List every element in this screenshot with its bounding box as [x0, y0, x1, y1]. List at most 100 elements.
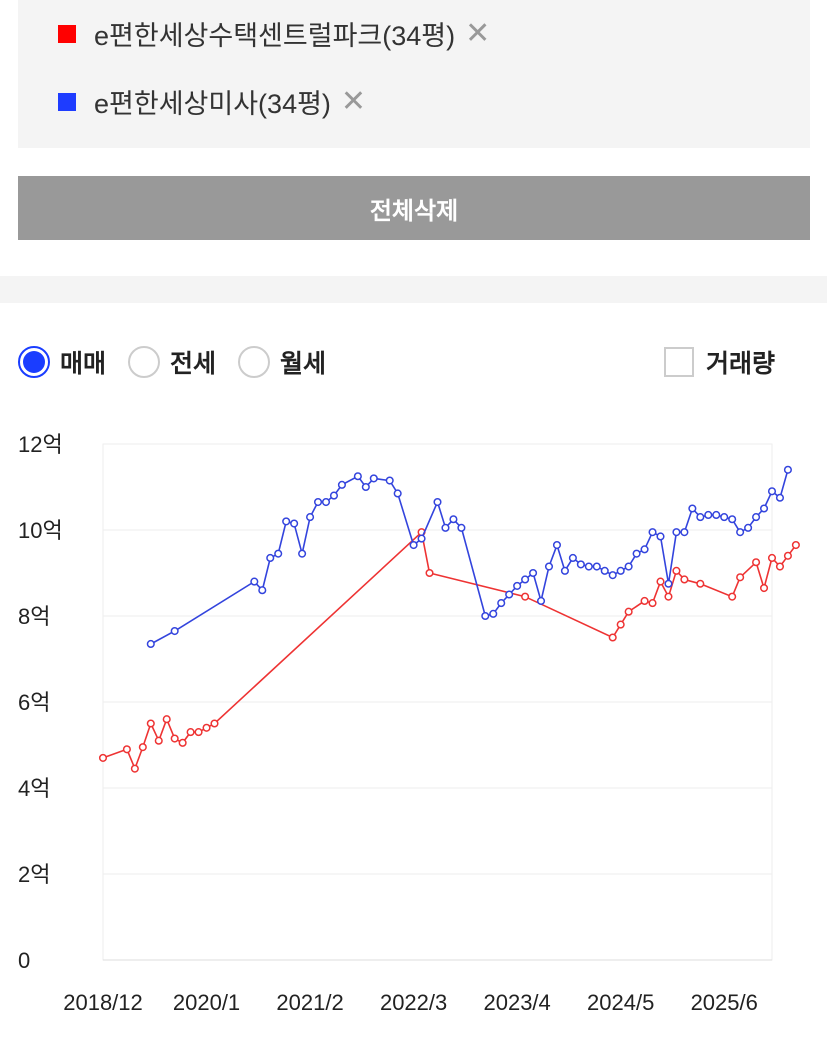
- data-point-2: [481, 611, 490, 621]
- data-point-2: [353, 472, 362, 481]
- data-point-2: [592, 562, 601, 571]
- data-point-2: [560, 566, 569, 575]
- data-point-2: [385, 476, 394, 485]
- series-line-2: [150, 469, 789, 645]
- data-point-1: [210, 719, 219, 728]
- data-point-2: [552, 541, 562, 550]
- x-tick-label: 2021/2: [276, 990, 343, 1015]
- data-point-1: [672, 566, 681, 575]
- data-point-1: [783, 551, 792, 560]
- data-point-2: [457, 523, 466, 532]
- x-tick-label: 2018/12: [63, 990, 143, 1015]
- radio-sale-label[interactable]: 매매: [60, 350, 107, 378]
- data-point-1: [608, 633, 617, 642]
- data-point-1: [98, 753, 108, 762]
- data-point-2: [736, 528, 745, 537]
- volume-checkbox[interactable]: [664, 347, 694, 377]
- data-point-2: [489, 609, 498, 618]
- data-point-1: [752, 558, 761, 567]
- data-point-2: [648, 528, 657, 537]
- data-point-1: [186, 728, 195, 737]
- y-tick-label: 6억: [18, 690, 50, 715]
- data-point-2: [608, 571, 617, 580]
- data-point-1: [696, 579, 705, 588]
- data-point-1: [170, 734, 179, 743]
- y-tick-label: 10억: [18, 518, 63, 543]
- y-tick-label: 12억: [18, 432, 63, 457]
- radio-jeonse-label[interactable]: 전세: [170, 350, 217, 378]
- data-point-2: [712, 510, 721, 519]
- data-point-2: [274, 549, 283, 558]
- data-point-2: [680, 528, 689, 537]
- price-chart: 0 2억 4억 6억 8억 10억 12억 2018/12 2020/1 2021/2 2022/3…: [18, 432, 800, 1015]
- data-point-2: [576, 560, 585, 569]
- data-point-2: [616, 566, 625, 575]
- data-point-2: [767, 487, 777, 496]
- data-point-2: [250, 577, 259, 586]
- data-point-2: [290, 519, 299, 528]
- selected-complex-panel: e편한세상수택센트럴파크(34평) ✕ e편한세상미사(34평) ✕: [18, 0, 810, 148]
- data-point-1: [138, 743, 147, 752]
- data-point-2: [584, 562, 593, 571]
- y-tick-label: 8억: [18, 604, 50, 629]
- data-point-1: [648, 599, 657, 608]
- data-point-1: [759, 584, 769, 593]
- data-point-1: [624, 607, 633, 616]
- data-point-2: [361, 482, 370, 492]
- data-point-2: [433, 498, 442, 507]
- data-point-1: [728, 592, 737, 601]
- data-point-2: [752, 513, 761, 522]
- data-point-2: [282, 517, 291, 526]
- legend-item-2: e편한세상미사(34평) ✕: [58, 82, 366, 121]
- legend-label-2: e편한세상미사(34평): [94, 89, 331, 119]
- data-point-2: [744, 523, 753, 532]
- data-point-2: [393, 489, 402, 498]
- radio-jeonse[interactable]: [128, 346, 161, 378]
- radio-sale[interactable]: [18, 346, 50, 378]
- data-point-1: [664, 592, 673, 601]
- data-point-1: [767, 553, 777, 562]
- data-point-2: [329, 491, 339, 500]
- data-point-2: [337, 480, 346, 489]
- data-point-2: [369, 474, 378, 483]
- data-point-2: [775, 493, 785, 502]
- close-icon[interactable]: ✕: [465, 16, 491, 50]
- data-point-2: [170, 627, 179, 636]
- data-point-2: [441, 523, 450, 532]
- legend-swatch-1: [58, 24, 76, 43]
- x-tick-label: 2025/6: [691, 990, 758, 1015]
- legend-label-1: e편한세상수택센트럴파크(34평): [94, 21, 456, 51]
- data-point-1: [146, 719, 155, 728]
- series-line-1: [102, 530, 797, 771]
- data-point-2: [449, 515, 458, 524]
- radio-monthly[interactable]: [238, 346, 271, 378]
- data-point-2: [696, 513, 705, 522]
- data-point-2: [417, 534, 426, 543]
- data-point-2: [544, 562, 554, 571]
- data-point-2: [704, 510, 713, 519]
- data-point-2: [258, 586, 267, 595]
- data-point-2: [688, 504, 697, 513]
- data-point-2: [313, 498, 323, 507]
- y-tick-label: 4억: [18, 776, 50, 801]
- data-point-2: [783, 465, 792, 474]
- data-point-2: [624, 562, 633, 571]
- x-tick-label: 2022/3: [380, 990, 447, 1015]
- data-point-1: [640, 596, 649, 605]
- data-point-1: [154, 736, 163, 745]
- data-point-2: [656, 532, 665, 541]
- data-point-2: [640, 545, 649, 554]
- data-point-1: [656, 577, 665, 586]
- radio-monthly-label[interactable]: 월세: [280, 350, 327, 378]
- data-point-1: [736, 573, 745, 582]
- close-icon[interactable]: ✕: [340, 84, 367, 118]
- data-point-2: [720, 513, 729, 522]
- legend-swatch-2: [58, 92, 76, 111]
- data-point-1: [162, 715, 171, 724]
- data-point-2: [298, 549, 307, 558]
- data-point-2: [521, 575, 530, 584]
- delete-all-button[interactable]: 전체삭제: [18, 176, 810, 240]
- volume-label[interactable]: 거래량: [706, 350, 776, 378]
- data-point-2: [536, 596, 546, 605]
- x-tick-label: 2023/4: [483, 990, 550, 1015]
